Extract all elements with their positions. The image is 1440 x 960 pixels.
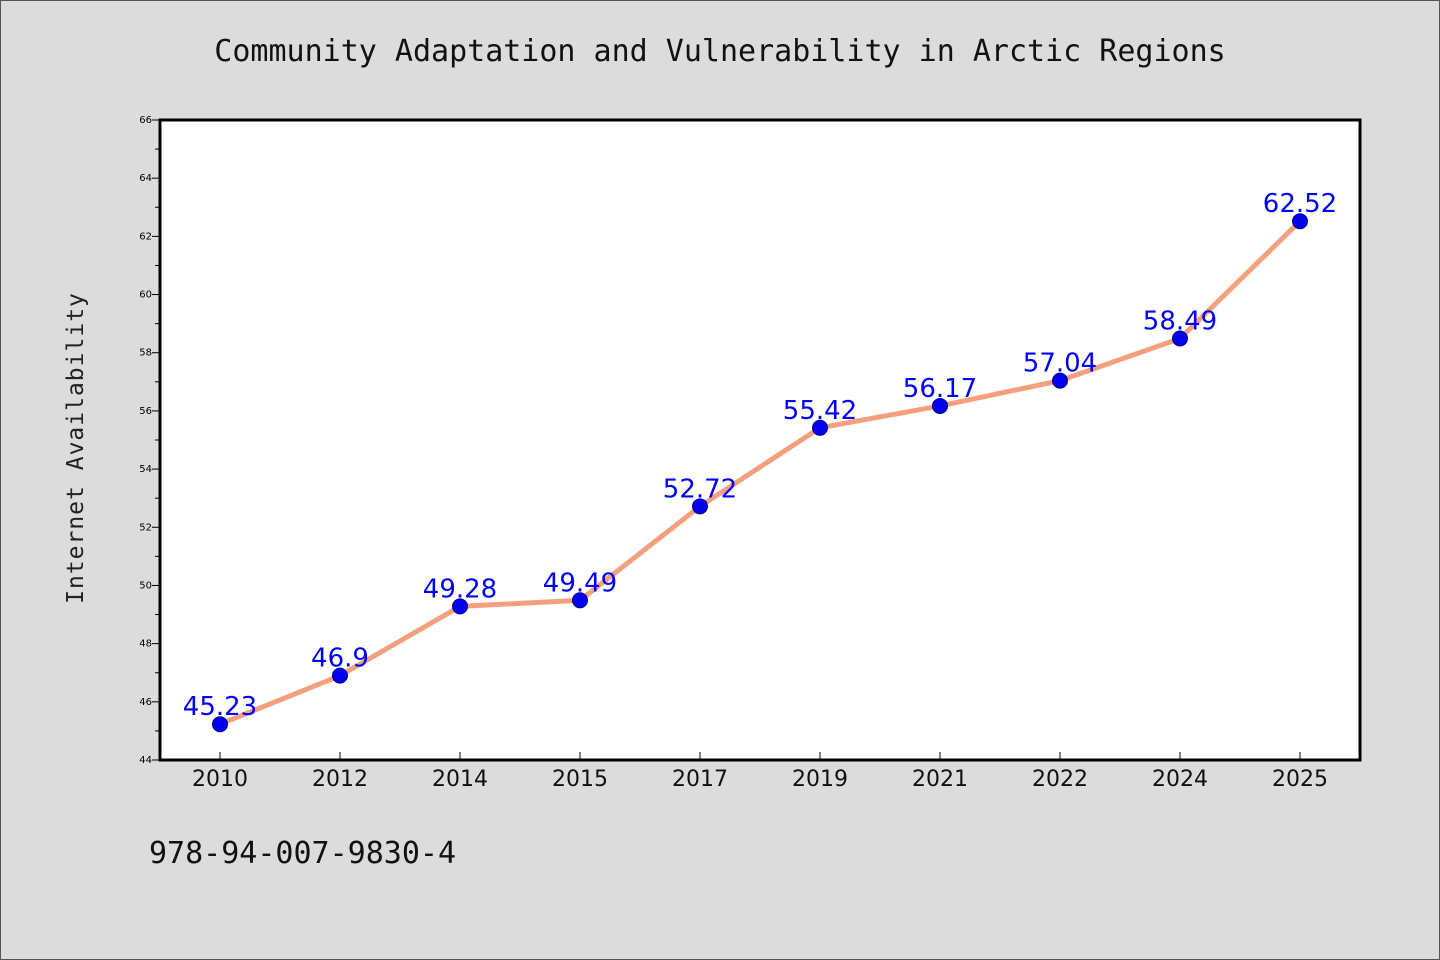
data-labels: 45.23 46.9 49.28 49.49 52.72 55.42 56.17 57.04 5… [183,189,1337,722]
data-point [1172,330,1188,347]
data-label: 56.17 [903,374,977,404]
data-point [1292,213,1308,230]
x-tick-label: 2022 [1032,767,1088,792]
y-tick-label: 64 [139,173,152,184]
data-point [692,498,708,515]
data-label: 49.28 [423,574,497,604]
x-tick-label: 2021 [912,767,968,792]
data-point [812,419,828,436]
data-point [1052,372,1068,389]
data-label: 62.52 [1263,189,1337,219]
y-tick-label: 50 [139,580,152,591]
y-tick-label: 56 [139,406,152,417]
data-point [452,598,468,615]
y-tick-label: 46 [139,697,152,708]
x-tick-label: 2025 [1272,767,1328,792]
x-tick-label: 2017 [672,767,728,792]
plot-area [158,118,1362,762]
y-tick-label: 54 [139,464,152,475]
data-point [332,667,348,684]
data-label: 58.49 [1143,306,1217,336]
x-tick-label: 2024 [1152,767,1208,792]
y-tick-label: 52 [139,522,152,533]
y-axis: 44 46 48 50 52 54 56 58 60 62 64 66 [139,115,160,766]
data-label: 55.42 [783,396,857,426]
series-polyline [217,218,1303,727]
series-markers [212,213,1308,733]
data-point [932,397,948,414]
data-label: 45.23 [183,692,257,722]
data-point [212,716,228,733]
data-label: 52.72 [663,474,737,504]
y-tick-label: 66 [139,115,152,126]
x-tick-label: 2015 [552,767,608,792]
x-tick-label: 2014 [432,767,488,792]
y-tick-label: 62 [139,231,152,242]
y-tick-label: 60 [139,290,152,301]
x-tick-label: 2010 [192,767,248,792]
x-axis: 2010 2012 2014 2015 2017 2019 2021 2022 2024 2025 [192,752,1328,792]
chart-title: Community Adaptation and Vulnerability i… [214,34,1226,69]
x-tick-label: 2012 [312,767,368,792]
y-tick-label: 48 [139,639,152,650]
data-point [572,592,588,609]
data-label: 57.04 [1023,349,1097,379]
data-label: 46.9 [311,644,369,674]
y-tick-label: 58 [139,348,152,359]
isbn-text: 978-94-007-9830-4 [149,836,457,871]
series-line [217,218,1303,727]
y-tick-label: 44 [139,755,152,766]
x-tick-label: 2019 [792,767,848,792]
data-label: 49.49 [543,568,617,598]
